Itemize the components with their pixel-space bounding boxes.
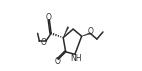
Polygon shape xyxy=(63,27,69,38)
Text: O: O xyxy=(88,27,93,36)
Polygon shape xyxy=(82,33,90,36)
Text: O: O xyxy=(54,57,60,66)
Text: O: O xyxy=(46,13,52,22)
Text: NH: NH xyxy=(70,54,82,63)
Text: O: O xyxy=(40,38,46,47)
